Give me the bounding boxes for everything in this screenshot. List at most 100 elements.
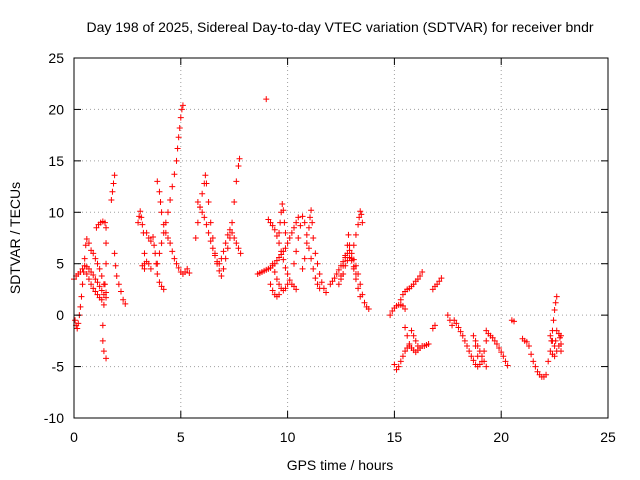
- data-point: [397, 296, 404, 303]
- data-point: [551, 353, 558, 360]
- data-point: [449, 322, 456, 329]
- data-point: [109, 188, 116, 195]
- data-point: [550, 317, 557, 324]
- data-point: [273, 276, 280, 283]
- y-tick-label: 20: [48, 101, 64, 117]
- data-point: [236, 155, 243, 162]
- data-point: [525, 343, 532, 349]
- data-point: [78, 293, 85, 300]
- data-point: [284, 240, 291, 247]
- y-tick-label: 5: [56, 256, 64, 272]
- data-point: [468, 353, 475, 360]
- x-tick-label: 10: [280, 429, 296, 445]
- data-point: [342, 262, 349, 269]
- data-point: [389, 308, 396, 315]
- data-point: [141, 250, 148, 257]
- data-point: [553, 348, 560, 355]
- data-point: [425, 340, 432, 347]
- data-point: [358, 211, 365, 218]
- data-point: [543, 371, 550, 378]
- data-point: [489, 334, 496, 341]
- data-point: [72, 317, 79, 324]
- data-point: [504, 362, 511, 369]
- data-point: [282, 285, 289, 292]
- data-point: [291, 283, 298, 290]
- data-point: [466, 348, 473, 355]
- data-points: [71, 96, 565, 380]
- data-point: [175, 264, 182, 271]
- data-point: [229, 229, 236, 236]
- data-point: [299, 213, 306, 220]
- data-point: [147, 238, 154, 245]
- data-point: [218, 273, 225, 280]
- data-point: [434, 281, 441, 288]
- data-point: [205, 199, 212, 205]
- data-point: [295, 235, 302, 241]
- data-point: [408, 327, 415, 334]
- data-point: [496, 345, 503, 352]
- data-point: [412, 337, 419, 344]
- data-point: [85, 240, 92, 247]
- data-point: [112, 262, 119, 269]
- data-point: [551, 307, 558, 313]
- data-point: [312, 250, 319, 257]
- data-point: [478, 353, 485, 360]
- data-point: [491, 337, 498, 344]
- data-point: [103, 294, 110, 301]
- data-point: [207, 238, 214, 245]
- data-point: [177, 114, 184, 121]
- data-point: [307, 214, 314, 221]
- data-point: [182, 268, 189, 275]
- data-point: [83, 236, 90, 243]
- data-point: [280, 207, 287, 214]
- data-point: [303, 231, 310, 238]
- data-point: [203, 221, 210, 228]
- data-point: [110, 180, 117, 187]
- data-point: [472, 337, 479, 344]
- data-point: [476, 361, 483, 368]
- data-point: [220, 248, 227, 255]
- data-point: [399, 302, 406, 309]
- data-point: [164, 235, 171, 241]
- data-point: [179, 102, 186, 109]
- data-point: [160, 221, 167, 228]
- data-point: [158, 209, 165, 216]
- data-point: [352, 271, 359, 277]
- data-point: [464, 343, 471, 349]
- data-point: [345, 231, 352, 238]
- data-point: [493, 340, 500, 347]
- y-tick-label: 0: [56, 307, 64, 323]
- data-point: [276, 240, 283, 247]
- data-point: [103, 289, 110, 296]
- data-point: [291, 260, 298, 267]
- data-point: [263, 96, 270, 103]
- data-point: [222, 240, 229, 247]
- data-point: [402, 348, 409, 355]
- data-point: [99, 322, 106, 329]
- data-point: [85, 265, 92, 272]
- data-point: [498, 349, 505, 356]
- data-point: [555, 343, 562, 349]
- data-point: [414, 343, 421, 349]
- data-point: [273, 232, 280, 239]
- data-point: [90, 250, 97, 257]
- data-point: [186, 269, 193, 276]
- data-point: [291, 224, 298, 231]
- data-point: [357, 208, 364, 215]
- data-point: [502, 358, 509, 365]
- data-point: [231, 199, 238, 205]
- y-tick-label: -5: [52, 359, 65, 375]
- data-point: [534, 368, 541, 375]
- data-point: [310, 235, 317, 241]
- data-point: [286, 277, 293, 284]
- data-point: [350, 242, 357, 249]
- x-tick-label: 15: [387, 429, 403, 445]
- data-point: [455, 324, 462, 331]
- data-point: [438, 275, 445, 282]
- data-point: [85, 276, 92, 283]
- data-point: [346, 254, 353, 261]
- data-point: [174, 145, 181, 152]
- data-point: [83, 271, 90, 277]
- data-point: [145, 260, 152, 267]
- data-point: [88, 281, 95, 288]
